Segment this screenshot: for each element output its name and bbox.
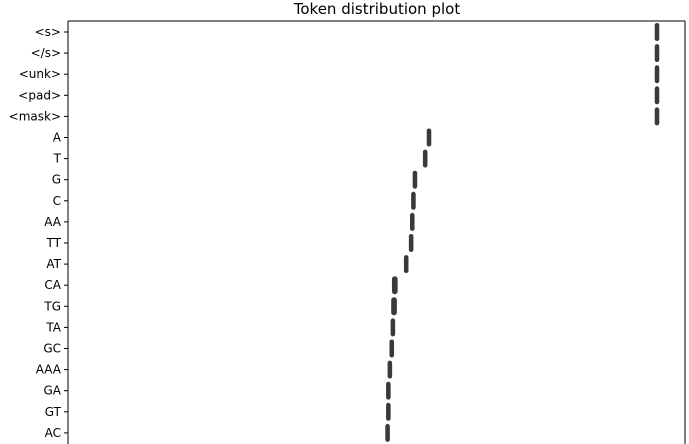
y-tick-label: </s>: [31, 46, 61, 60]
y-tick-label: <pad>: [18, 88, 61, 102]
y-tick-label: <s>: [35, 25, 61, 39]
token-value-mark: [389, 339, 395, 358]
token-value-mark: [410, 212, 415, 231]
token-value-mark: [391, 276, 398, 295]
token-value-mark: [385, 423, 390, 442]
token-value-mark: [654, 65, 660, 84]
token-value-mark: [390, 318, 396, 337]
data-marks: [385, 23, 660, 442]
y-tick-label: AT: [46, 257, 61, 271]
y-tick-label: T: [53, 152, 62, 166]
y-tick-label: AA: [44, 215, 62, 229]
token-value-mark: [412, 170, 418, 189]
y-tick-label: GC: [43, 342, 61, 356]
token-value-mark: [386, 381, 391, 400]
y-tick-label: C: [53, 194, 61, 208]
y-tick-label: TA: [45, 320, 61, 334]
y-tick-label: A: [53, 131, 62, 145]
y-tick-label: <mask>: [9, 109, 61, 123]
y-tick-label: GT: [45, 405, 62, 419]
y-tick-label: TT: [46, 236, 62, 250]
token-value-mark: [411, 191, 416, 210]
token-value-mark: [387, 360, 393, 379]
y-tick-label: GA: [43, 384, 61, 398]
token-value-mark: [386, 402, 391, 421]
token-value-mark: [403, 255, 409, 274]
token-value-mark: [654, 107, 660, 126]
chart-title: Token distribution plot: [293, 0, 461, 18]
y-axis-ticks: <s></s><unk><pad><mask>ATGCAATTATCATGTAG…: [9, 25, 68, 440]
token-value-mark: [408, 234, 414, 252]
token-value-mark: [426, 128, 432, 147]
y-tick-label: AAA: [36, 363, 62, 377]
token-value-mark: [654, 86, 660, 105]
token-value-mark: [654, 44, 660, 63]
token-value-mark: [391, 297, 397, 316]
y-tick-label: CA: [44, 278, 61, 292]
y-tick-label: TG: [43, 299, 61, 313]
y-tick-label: G: [52, 173, 61, 187]
y-tick-label: AC: [45, 426, 61, 440]
token-value-mark: [422, 149, 428, 168]
y-tick-label: <unk>: [19, 67, 61, 81]
token-value-mark: [654, 23, 660, 41]
